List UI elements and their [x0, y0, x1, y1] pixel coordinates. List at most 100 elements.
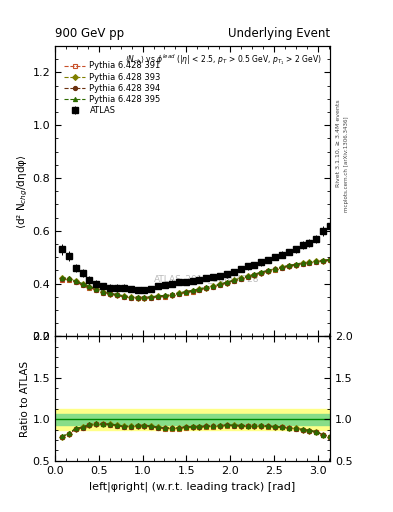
Pythia 6.428 395 [73, 278, 78, 284]
Pythia 6.428 395 [101, 288, 106, 294]
Pythia 6.428 394 [314, 259, 319, 265]
Pythia 6.428 395 [321, 257, 325, 263]
Pythia 6.428 394 [225, 280, 230, 286]
Pythia 6.428 393 [156, 293, 161, 300]
Pythia 6.428 393 [279, 264, 284, 270]
Pythia 6.428 395 [176, 290, 181, 296]
Pythia 6.428 394 [176, 290, 181, 296]
Pythia 6.428 394 [73, 279, 78, 285]
Pythia 6.428 395 [184, 288, 188, 294]
Pythia 6.428 394 [190, 288, 195, 294]
Pythia 6.428 395 [128, 294, 133, 300]
Pythia 6.428 393 [239, 275, 243, 282]
Pythia 6.428 393 [225, 280, 230, 286]
Pythia 6.428 393 [184, 289, 188, 295]
Pythia 6.428 393 [170, 292, 174, 298]
Pythia 6.428 395 [204, 284, 209, 290]
Pythia 6.428 391 [94, 287, 99, 293]
Pythia 6.428 391 [225, 280, 230, 286]
Pythia 6.428 394 [128, 294, 133, 301]
Pythia 6.428 393 [73, 279, 78, 285]
Pythia 6.428 393 [135, 294, 140, 301]
Pythia 6.428 391 [197, 287, 202, 293]
Pythia 6.428 393 [259, 269, 264, 275]
Pythia 6.428 395 [286, 262, 291, 268]
Pythia 6.428 395 [87, 283, 92, 289]
Pythia 6.428 391 [121, 294, 126, 300]
Pythia 6.428 394 [59, 276, 64, 282]
Pythia 6.428 394 [273, 266, 277, 272]
Pythia 6.428 394 [321, 258, 325, 264]
Pythia 6.428 395 [307, 259, 312, 265]
Pythia 6.428 391 [170, 292, 174, 298]
Pythia 6.428 394 [80, 282, 85, 288]
Pythia 6.428 394 [108, 291, 112, 297]
Line: Pythia 6.428 395: Pythia 6.428 395 [60, 257, 332, 299]
Pythia 6.428 391 [184, 290, 188, 296]
Pythia 6.428 395 [80, 281, 85, 287]
Pythia 6.428 394 [66, 276, 71, 283]
Pythia 6.428 393 [87, 284, 92, 290]
Pythia 6.428 393 [300, 260, 305, 266]
Pythia 6.428 395 [108, 290, 112, 296]
Pythia 6.428 393 [245, 273, 250, 280]
Bar [55, 414, 330, 425]
Pythia 6.428 393 [176, 290, 181, 296]
Pythia 6.428 393 [128, 294, 133, 301]
Pythia 6.428 391 [321, 258, 325, 264]
Pythia 6.428 391 [231, 278, 236, 284]
Pythia 6.428 393 [94, 286, 99, 292]
Pythia 6.428 393 [190, 288, 195, 294]
Pythia 6.428 391 [163, 294, 167, 300]
Pythia 6.428 393 [163, 293, 167, 299]
Pythia 6.428 391 [190, 288, 195, 294]
Pythia 6.428 391 [80, 282, 85, 288]
Pythia 6.428 394 [252, 272, 257, 278]
Text: mcplots.cern.ch [arXiv:1306.3436]: mcplots.cern.ch [arXiv:1306.3436] [344, 116, 349, 211]
Pythia 6.428 393 [211, 283, 215, 289]
Pythia 6.428 395 [121, 293, 126, 299]
Pythia 6.428 391 [176, 291, 181, 297]
Pythia 6.428 394 [156, 293, 161, 300]
Pythia 6.428 394 [142, 295, 147, 301]
Pythia 6.428 395 [94, 286, 99, 292]
Y-axis label: ⟨d² N$_{chg}$/dηdφ⟩: ⟨d² N$_{chg}$/dηdφ⟩ [15, 154, 29, 228]
X-axis label: left|φright| (w.r.t. leading track) [rad]: left|φright| (w.r.t. leading track) [rad… [90, 481, 296, 492]
Pythia 6.428 393 [108, 290, 112, 296]
Pythia 6.428 394 [204, 285, 209, 291]
Pythia 6.428 394 [87, 284, 92, 290]
Pythia 6.428 391 [294, 262, 298, 268]
Pythia 6.428 395 [142, 294, 147, 300]
Pythia 6.428 395 [231, 277, 236, 283]
Pythia 6.428 391 [239, 276, 243, 282]
Pythia 6.428 395 [66, 275, 71, 282]
Pythia 6.428 395 [225, 279, 230, 285]
Pythia 6.428 395 [266, 267, 270, 273]
Pythia 6.428 393 [294, 262, 298, 268]
Pythia 6.428 393 [59, 275, 64, 282]
Pythia 6.428 394 [197, 287, 202, 293]
Pythia 6.428 395 [115, 291, 119, 297]
Pythia 6.428 394 [239, 275, 243, 282]
Pythia 6.428 391 [204, 285, 209, 291]
Pythia 6.428 391 [273, 267, 277, 273]
Pythia 6.428 393 [328, 257, 332, 263]
Pythia 6.428 393 [286, 263, 291, 269]
Pythia 6.428 393 [231, 278, 236, 284]
Pythia 6.428 394 [279, 264, 284, 270]
Pythia 6.428 391 [115, 292, 119, 298]
Pythia 6.428 393 [121, 293, 126, 300]
Pythia 6.428 395 [259, 269, 264, 275]
Pythia 6.428 394 [135, 295, 140, 301]
Pythia 6.428 393 [149, 294, 154, 301]
Pythia 6.428 391 [279, 265, 284, 271]
Text: ATLAS_2010_S8894728: ATLAS_2010_S8894728 [154, 274, 259, 283]
Pythia 6.428 395 [59, 275, 64, 281]
Pythia 6.428 391 [259, 270, 264, 276]
Pythia 6.428 394 [149, 294, 154, 301]
Pythia 6.428 393 [197, 286, 202, 292]
Pythia 6.428 394 [300, 261, 305, 267]
Pythia 6.428 395 [149, 294, 154, 300]
Pythia 6.428 394 [211, 284, 215, 290]
Text: 900 GeV pp: 900 GeV pp [55, 27, 124, 40]
